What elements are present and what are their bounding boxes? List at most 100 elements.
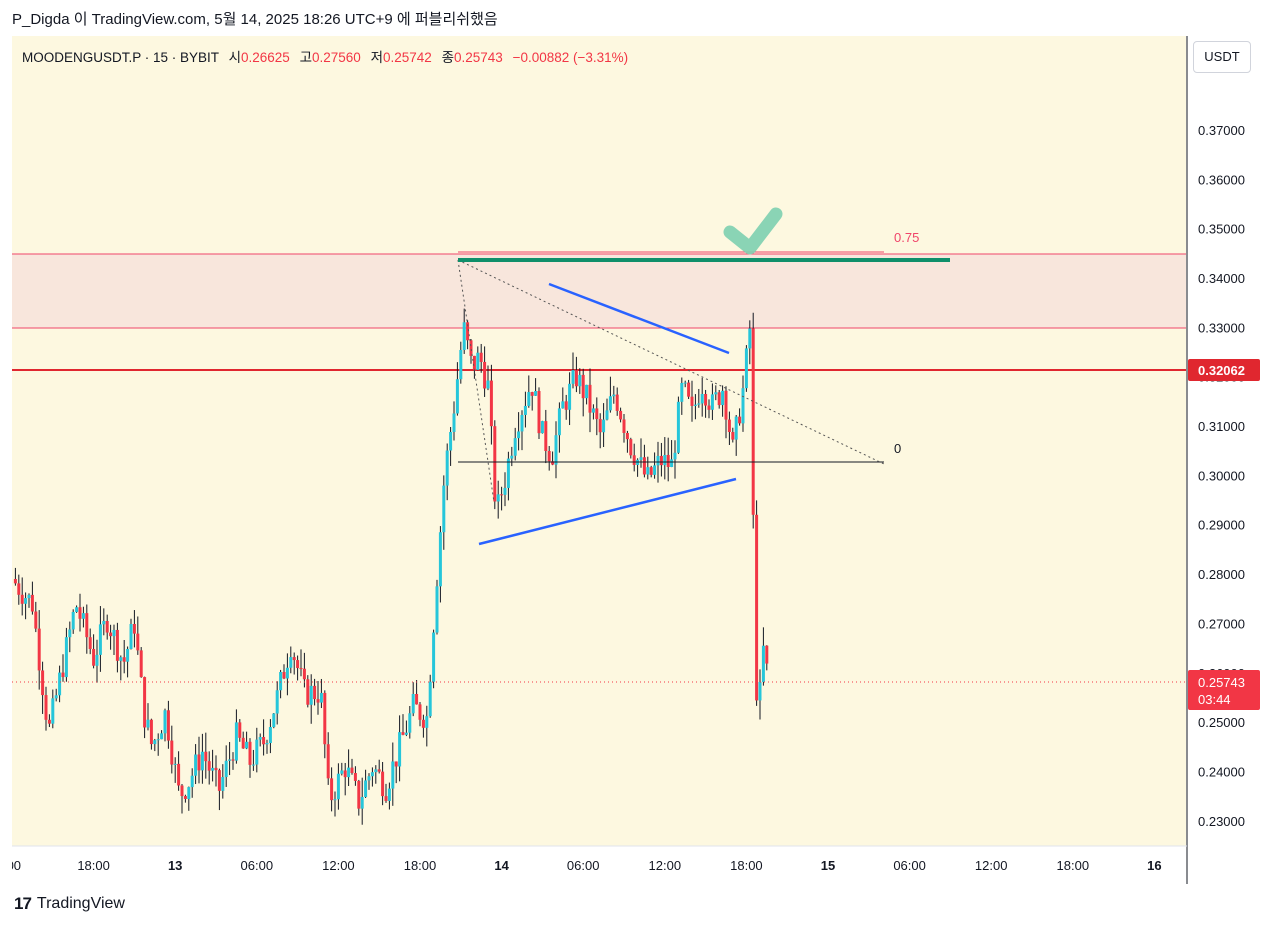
candle-body [394, 761, 398, 767]
candle-body [506, 458, 510, 488]
candle-body [58, 672, 62, 696]
chart-container[interactable]: 0.75 0 0.37000 0.36000 0.35000 0.34000 0.330… [12, 36, 1274, 884]
candle-body [78, 607, 82, 619]
candle-body [132, 624, 136, 634]
candle-body [353, 773, 357, 781]
y-axis-ticks: 0.37000 0.36000 0.35000 0.34000 0.33000 0.320… [1198, 123, 1245, 829]
candle-body [612, 394, 616, 397]
triangle-upper-trendline[interactable] [548, 282, 730, 355]
high-value: 0.27560 [311, 50, 361, 65]
currency-button[interactable]: USDT [1193, 41, 1251, 73]
candle-body [449, 431, 453, 451]
candle-body [401, 732, 405, 735]
y-tick-label: 0.33000 [1198, 320, 1245, 335]
tradingview-logo-icon: 17 [14, 894, 32, 913]
candle-body [483, 361, 487, 389]
low-key: 저 [370, 50, 383, 65]
candle-body [697, 403, 701, 405]
candlestick-chart[interactable]: 0.75 0 0.37000 0.36000 0.35000 0.34000 0.330… [12, 36, 1274, 884]
plot-background[interactable] [12, 36, 1186, 846]
candle-body [666, 454, 670, 467]
candle-body [683, 382, 687, 384]
candle-body [649, 467, 653, 475]
candle-body [744, 348, 748, 389]
candle-body [64, 637, 68, 678]
candle-body [115, 629, 119, 661]
candle-body [673, 452, 677, 460]
candle-body [707, 405, 711, 410]
candle-body [187, 787, 191, 799]
candle-body [428, 681, 432, 717]
candle-body [738, 416, 742, 424]
triangle-lower-trendline[interactable] [478, 477, 737, 546]
candle-body [323, 692, 327, 745]
brand-name: TradingView [36, 895, 125, 912]
candle-body [435, 586, 439, 633]
checkmark-icon [723, 207, 783, 255]
candle-body [656, 455, 660, 466]
candle-body [279, 672, 283, 691]
candle-body [493, 426, 497, 502]
high-key: 고 [299, 50, 312, 65]
candle-body [523, 405, 527, 415]
candle-body [34, 611, 38, 629]
candle-body [197, 754, 201, 771]
candle-body [387, 788, 391, 801]
fib-leg-dotted-line[interactable] [457, 259, 495, 503]
candle-body [190, 775, 194, 788]
y-tick-label: 0.31000 [1198, 419, 1245, 434]
symbol-label[interactable]: MOODENGUSDT.P · 15 · BYBIT [22, 50, 219, 65]
candle-body [629, 439, 633, 456]
candle-body [347, 767, 351, 778]
candle-body [68, 629, 72, 638]
candle-body [214, 767, 218, 771]
candle-body [367, 776, 371, 781]
candle-body [642, 457, 646, 475]
candle-body [418, 704, 422, 720]
candle-body [268, 727, 272, 744]
candle-body [724, 390, 728, 420]
candle-body [282, 672, 286, 679]
candle-body [275, 690, 279, 714]
candle-body [146, 719, 150, 728]
fib-trend-dotted-line[interactable] [457, 259, 885, 465]
candle-body [248, 741, 252, 765]
candle-body [544, 421, 548, 452]
candle-body [381, 771, 385, 797]
candle-body [438, 532, 442, 587]
candle-body [755, 514, 759, 701]
candle-body [61, 672, 65, 678]
candle-body [717, 392, 721, 406]
open-value: 0.26625 [240, 50, 290, 65]
y-tick-label: 0.27000 [1198, 616, 1245, 631]
candle-body [520, 414, 524, 432]
candle-body [540, 421, 544, 434]
candle-body [357, 780, 361, 809]
candle-body [119, 657, 123, 661]
level-price-tag [1188, 359, 1260, 381]
candle-body [163, 710, 167, 734]
countdown-label: 03:44 [1198, 692, 1231, 707]
fib-label-top: 0.75 [894, 230, 919, 245]
candle-body [299, 668, 303, 670]
candle-body [360, 796, 364, 809]
x-tick-label: 12:00 [649, 858, 682, 873]
last-price-tag [1188, 670, 1260, 710]
candle-body [564, 401, 568, 410]
candle-body [595, 408, 599, 420]
candle-body [765, 645, 769, 664]
candle-body [605, 410, 609, 420]
candle-body [364, 780, 368, 797]
y-tick-label: 0.29000 [1198, 518, 1245, 533]
candle-body [384, 796, 388, 801]
candle-body [71, 611, 75, 630]
candle-body [326, 744, 330, 779]
candle-body [486, 380, 490, 389]
candle-body [472, 355, 476, 370]
candle-body [306, 679, 310, 705]
candle-body [687, 382, 691, 397]
close-value: 0.25743 [453, 50, 503, 65]
candles-group [13, 308, 769, 825]
candle-body [289, 657, 293, 668]
candle-body [149, 719, 153, 745]
